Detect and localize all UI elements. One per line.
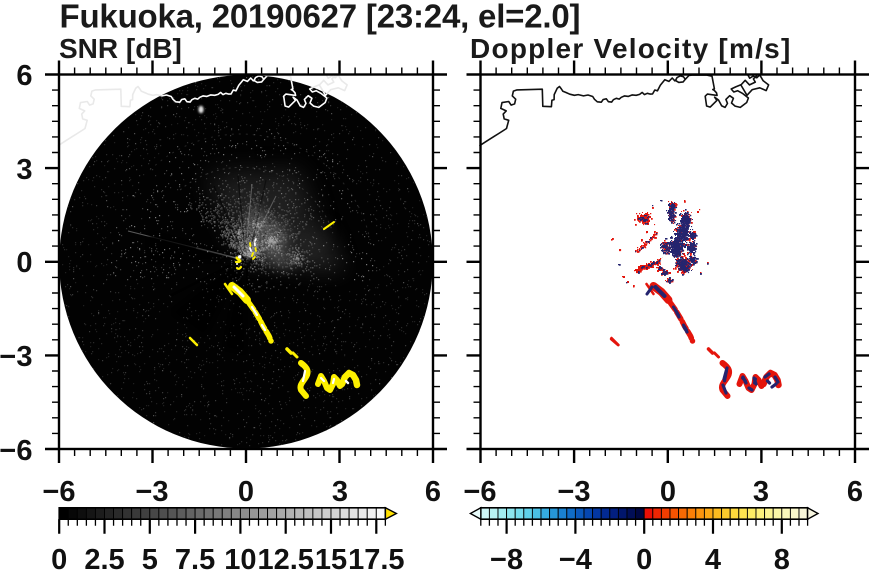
svg-text:0: 0 [51, 544, 67, 570]
svg-text:4: 4 [705, 544, 721, 570]
svg-text:Fukuoka, 20190627 [23:24, el=2: Fukuoka, 20190627 [23:24, el=2.0] [60, 0, 581, 35]
svg-text:10: 10 [224, 544, 256, 570]
svg-text:−3: −3 [0, 341, 33, 373]
svg-text:−6: −6 [463, 476, 496, 508]
svg-text:−3: −3 [557, 476, 590, 508]
svg-text:6: 6 [847, 476, 863, 508]
svg-text:−6: −6 [42, 476, 75, 508]
svg-text:3: 3 [16, 154, 32, 186]
svg-text:SNR [dB]: SNR [dB] [59, 33, 182, 64]
svg-text:Doppler Velocity [m/s]: Doppler Velocity [m/s] [470, 33, 792, 64]
svg-text:3: 3 [753, 476, 769, 508]
svg-text:−3: −3 [135, 476, 168, 508]
svg-text:−6: −6 [0, 435, 33, 467]
svg-text:6: 6 [425, 476, 441, 508]
svg-text:3: 3 [332, 476, 348, 508]
svg-text:12.5: 12.5 [257, 544, 313, 570]
svg-text:7.5: 7.5 [175, 544, 215, 570]
svg-text:2.5: 2.5 [84, 544, 124, 570]
svg-text:0: 0 [16, 247, 32, 279]
svg-text:8: 8 [774, 544, 790, 570]
svg-text:15: 15 [315, 544, 347, 570]
svg-text:17.5: 17.5 [348, 544, 404, 570]
svg-text:0: 0 [660, 476, 676, 508]
svg-text:0: 0 [636, 544, 652, 570]
svg-text:5: 5 [142, 544, 158, 570]
svg-text:6: 6 [16, 60, 32, 92]
svg-text:0: 0 [238, 476, 254, 508]
svg-text:−4: −4 [559, 544, 592, 570]
svg-text:−8: −8 [490, 544, 523, 570]
